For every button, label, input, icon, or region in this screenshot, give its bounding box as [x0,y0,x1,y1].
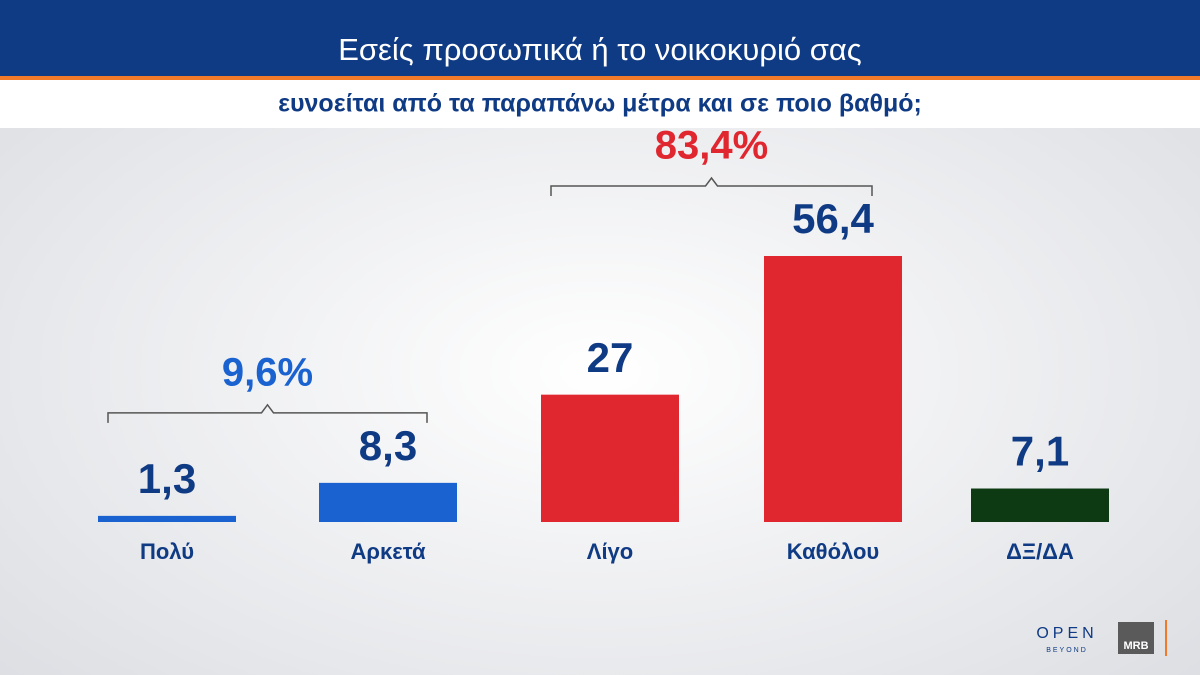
bar [971,488,1109,522]
x-tick-label: Αρκετά [351,539,426,564]
chart-subtitle: ευνοείται από τα παραπάνω μέτρα και σε π… [278,90,922,118]
logo-open: OPEN [1036,625,1097,642]
logo-mrb-box [1118,622,1154,654]
x-tick-label: Καθόλου [787,539,879,564]
value-label: 1,3 [138,455,196,502]
bar [541,394,679,522]
header-band [0,0,1200,78]
group-bracket [107,403,428,423]
logo-mrb: MRB [1123,640,1148,652]
subtitle-band [0,80,1200,128]
group-total: 83,4% [655,124,768,168]
x-tick-label: Λίγο [587,539,633,564]
group-bracket [550,176,873,196]
chart-title: Εσείς προσωπικά ή το νοικοκυριό σας [338,32,862,67]
x-tick-label: ΔΞ/ΔΑ [1006,539,1074,564]
x-tick-label: Πολύ [140,539,194,564]
group-total: 9,6% [222,350,313,394]
logo-beyond: BEYOND [1046,647,1088,654]
header-accent [0,76,1200,80]
value-label: 8,3 [359,422,417,469]
bar [764,256,902,522]
bar [98,515,236,522]
value-label: 56,4 [792,195,874,242]
value-label: 27 [587,334,634,381]
value-label: 7,1 [1011,428,1069,475]
bar [319,482,457,522]
